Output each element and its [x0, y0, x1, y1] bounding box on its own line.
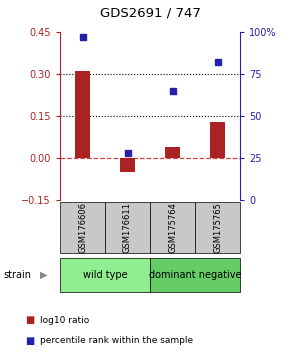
Text: GSM176611: GSM176611	[123, 202, 132, 253]
Text: GDS2691 / 747: GDS2691 / 747	[100, 6, 200, 19]
Text: GSM176606: GSM176606	[78, 202, 87, 253]
Text: wild type: wild type	[83, 270, 127, 280]
Text: GSM175764: GSM175764	[168, 202, 177, 253]
Bar	[165, 147, 180, 158]
Bar	[120, 158, 135, 172]
Text: GSM175765: GSM175765	[213, 202, 222, 253]
Text: dominant negative: dominant negative	[149, 270, 241, 280]
Text: ■: ■	[26, 315, 35, 325]
Bar	[75, 71, 90, 158]
Text: log10 ratio: log10 ratio	[40, 316, 90, 325]
Text: strain: strain	[3, 270, 31, 280]
Text: percentile rank within the sample: percentile rank within the sample	[40, 336, 194, 345]
Text: ■: ■	[26, 336, 35, 346]
Bar	[210, 121, 225, 158]
Text: ▶: ▶	[40, 270, 47, 280]
